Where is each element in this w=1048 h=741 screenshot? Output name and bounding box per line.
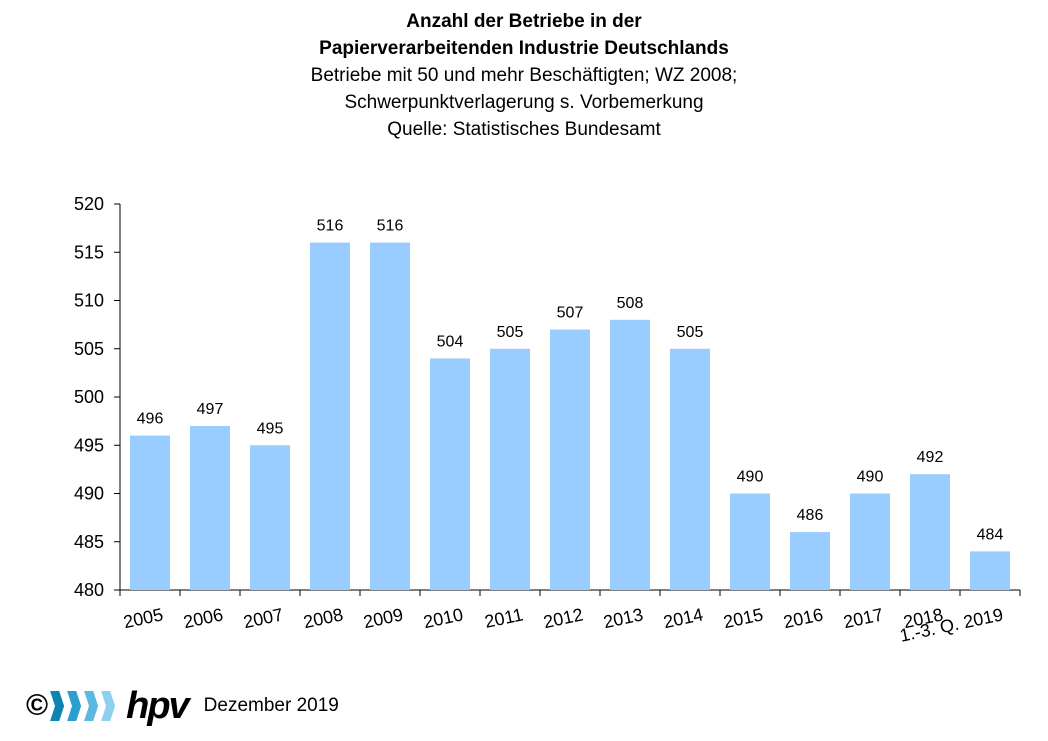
x-tick-label: 2005	[122, 604, 165, 632]
data-label: 490	[737, 469, 764, 486]
y-tick-label: 520	[74, 194, 104, 214]
bar	[550, 329, 590, 590]
data-label: 508	[617, 295, 644, 312]
data-label: 484	[977, 526, 1004, 543]
y-tick-label: 510	[74, 291, 104, 311]
x-tick-label: 2014	[662, 604, 705, 632]
y-tick-label: 485	[74, 532, 104, 552]
chart-subtitle-line-3: Quelle: Statistisches Bundesamt	[387, 119, 661, 140]
data-label: 507	[557, 304, 584, 321]
data-label: 495	[257, 420, 284, 437]
x-tick-label: 2010	[422, 604, 465, 632]
bar	[310, 242, 350, 590]
bar	[910, 474, 950, 590]
x-tick-label: 2012	[542, 604, 585, 632]
data-label: 504	[437, 333, 464, 350]
y-tick-label: 505	[74, 339, 104, 359]
x-tick-label: 2013	[602, 604, 645, 632]
chart-subtitle-line-1: Betriebe mit 50 und mehr Beschäftigten; …	[310, 65, 738, 86]
hpv-logo-icon	[50, 691, 118, 721]
bar	[370, 242, 410, 590]
logo-bar-4	[101, 691, 116, 721]
y-tick-label: 515	[74, 242, 104, 262]
bar	[670, 348, 710, 590]
y-tick-label: 490	[74, 484, 104, 504]
bar	[970, 551, 1010, 590]
data-label: 497	[197, 401, 224, 418]
bar	[430, 358, 470, 590]
data-label: 496	[137, 411, 164, 428]
chart-header: Anzahl der Betriebe in der Papierverarbe…	[0, 8, 1048, 143]
data-label: 486	[797, 507, 824, 524]
x-tick-label: 2015	[722, 604, 765, 632]
hpv-logo-text: hpv	[126, 685, 190, 727]
bar-chart: 480 485 490 495 500 505 510 515 520 496 2005 497 200…	[74, 194, 1021, 646]
y-tick-label: 500	[74, 387, 104, 407]
x-tick-label: 2007	[242, 604, 285, 632]
data-label: 505	[677, 324, 704, 341]
x-tick-label: 2016	[782, 604, 825, 632]
bar	[130, 435, 170, 590]
bar	[250, 445, 290, 590]
logo-bar-3	[84, 691, 99, 721]
logo-bar-1	[50, 691, 65, 721]
chart-title-line-1: Anzahl der Betriebe in der	[406, 11, 642, 32]
bar	[610, 319, 650, 590]
data-label: 516	[317, 218, 344, 235]
y-tick-label: 480	[74, 580, 104, 600]
bar	[850, 493, 890, 590]
y-tick-label: 495	[74, 435, 104, 455]
data-label: 492	[917, 449, 944, 466]
bar	[790, 532, 830, 590]
data-label: 516	[377, 218, 404, 235]
x-tick-label: 2011	[483, 604, 525, 632]
data-label: 490	[857, 469, 884, 486]
chart-subtitle-line-2: Schwerpunktverlagerung s. Vorbemerkung	[344, 92, 704, 113]
data-label: 505	[497, 324, 524, 341]
copyright-symbol: ©	[26, 689, 49, 722]
bar	[490, 348, 530, 590]
footer: © hpv Dezember 2019	[26, 686, 339, 726]
footer-date: Dezember 2019	[203, 695, 339, 716]
x-tick-label: 2006	[182, 604, 225, 632]
chart-title-line-2: Papierverarbeitenden Industrie Deutschla…	[319, 38, 729, 59]
x-tick-label: 2008	[302, 604, 345, 632]
logo-bar-2	[67, 691, 82, 721]
x-tick-label: 2009	[362, 604, 405, 632]
bar	[730, 493, 770, 590]
bar	[190, 425, 230, 590]
x-tick-label: 2017	[842, 604, 885, 632]
